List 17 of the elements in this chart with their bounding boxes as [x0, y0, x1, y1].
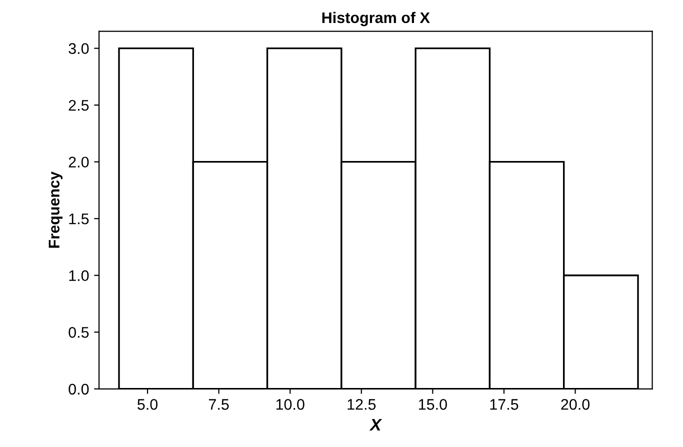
x-tick-label: 7.5 — [208, 399, 229, 410]
y-axis-title: Frequency — [48, 172, 63, 248]
x-tick-label: 5.0 — [138, 399, 158, 410]
y-tick-label: 1.5 — [69, 214, 89, 224]
x-tick-label: 15.0 — [418, 399, 447, 410]
x-tick-label: 17.5 — [490, 399, 518, 410]
y-tick-label: 0.0 — [68, 384, 89, 395]
y-tick-label: 2.5 — [68, 100, 89, 111]
y-tick-label: 0.5 — [68, 326, 89, 338]
x-tick-label: 20.0 — [561, 399, 590, 410]
chart-title: Histogram of X — [322, 12, 430, 26]
x-axis-title: X — [369, 419, 382, 430]
y-tick-label: 1.0 — [69, 270, 89, 282]
x-tick-label: 10.0 — [276, 399, 304, 410]
y-tick-label: 2.0 — [68, 156, 89, 168]
x-tick-label: 12.5 — [348, 399, 376, 410]
y-tick-label: 3.0 — [68, 43, 89, 54]
